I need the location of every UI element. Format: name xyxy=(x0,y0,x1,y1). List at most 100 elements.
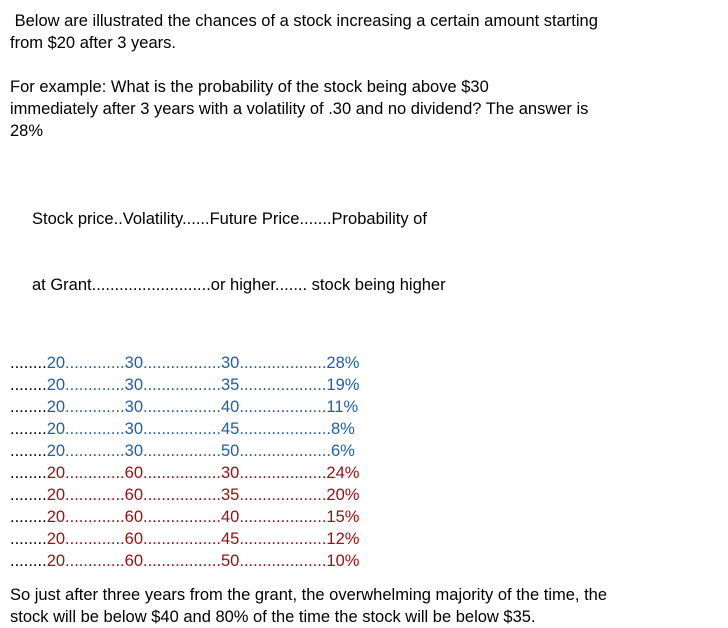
volatility-cell: 30 xyxy=(124,376,144,394)
stock-price-cell: 20 xyxy=(46,508,66,526)
intro-line-2: from $20 after 3 years. xyxy=(10,34,176,52)
probability-cell: 15% xyxy=(326,508,360,526)
intro-line-1: Below are illustrated the chances of a s… xyxy=(10,12,598,30)
table-row: ........20.............60...............… xyxy=(10,528,722,550)
row-separator-dots: ................... xyxy=(239,530,327,548)
probability-cell: 10% xyxy=(326,552,360,570)
row-separator-dots: ............. xyxy=(65,376,125,394)
row-separator-dots: ................. xyxy=(143,464,221,482)
row-leader-dots: ........ xyxy=(10,464,47,482)
row-separator-dots: ............. xyxy=(65,508,125,526)
row-leader-dots: ........ xyxy=(10,442,47,460)
volatility-cell: 60 xyxy=(124,552,144,570)
future-price-cell: 45 xyxy=(220,530,240,548)
row-leader-dots: ........ xyxy=(10,486,47,504)
table-header: Stock price..Volatility......Future Pric… xyxy=(32,164,722,340)
volatility-cell: 30 xyxy=(124,420,144,438)
stock-price-cell: 20 xyxy=(46,354,66,372)
row-separator-dots: ................... xyxy=(239,508,327,526)
row-separator-dots: ................. xyxy=(143,398,221,416)
future-price-cell: 50 xyxy=(220,552,240,570)
probability-cell: 12% xyxy=(326,530,360,548)
stock-price-cell: 20 xyxy=(46,552,66,570)
probability-cell: 24% xyxy=(326,464,360,482)
example-line-2: immediately after 3 years with a volatil… xyxy=(10,100,589,118)
table-row: ........20.............60...............… xyxy=(10,506,722,528)
volatility-cell: 30 xyxy=(124,354,144,372)
stock-price-cell: 20 xyxy=(46,442,66,460)
future-price-cell: 30 xyxy=(220,464,240,482)
volatility-cell: 30 xyxy=(124,398,144,416)
stock-price-cell: 20 xyxy=(46,398,66,416)
probability-cell: 28% xyxy=(326,354,360,372)
table-header-line-2: at Grant..........................or hig… xyxy=(32,276,446,294)
volatility-cell: 30 xyxy=(124,442,144,460)
slide-content: Below are illustrated the chances of a s… xyxy=(10,10,722,628)
stock-price-cell: 20 xyxy=(46,486,66,504)
intro-paragraph: Below are illustrated the chances of a s… xyxy=(10,10,722,54)
table-row: ........20.............30...............… xyxy=(10,418,722,440)
future-price-cell: 40 xyxy=(220,398,240,416)
row-leader-dots: ........ xyxy=(10,420,47,438)
row-separator-dots: ................. xyxy=(143,530,221,548)
volatility-cell: 60 xyxy=(124,530,144,548)
future-price-cell: 40 xyxy=(220,508,240,526)
row-separator-dots: ............. xyxy=(65,486,125,504)
probability-cell: 6% xyxy=(331,442,355,460)
row-leader-dots: ........ xyxy=(10,376,47,394)
closing-line-1: So just after three years from the grant… xyxy=(10,586,608,604)
row-separator-dots: ................... xyxy=(239,354,327,372)
row-separator-dots: ............. xyxy=(65,398,125,416)
row-separator-dots: ................. xyxy=(143,376,221,394)
example-line-3: 28% xyxy=(10,122,44,140)
volatility-cell: 60 xyxy=(124,486,144,504)
row-separator-dots: ............. xyxy=(65,464,125,482)
row-separator-dots: ................... xyxy=(239,464,327,482)
table-row: ........20.............30...............… xyxy=(10,396,722,418)
example-paragraph: For example: What is the probability of … xyxy=(10,76,722,142)
table-header-line-1: Stock price..Volatility......Future Pric… xyxy=(32,210,427,228)
row-leader-dots: ........ xyxy=(10,398,47,416)
closing-paragraph: So just after three years from the grant… xyxy=(10,584,722,628)
table-row: ........20.............30...............… xyxy=(10,440,722,462)
row-separator-dots: ............. xyxy=(65,552,125,570)
stock-price-cell: 20 xyxy=(46,420,66,438)
row-leader-dots: ........ xyxy=(10,508,47,526)
row-separator-dots: ................. xyxy=(143,552,221,570)
volatility-cell: 60 xyxy=(124,464,144,482)
stock-price-cell: 20 xyxy=(46,376,66,394)
example-line-1: For example: What is the probability of … xyxy=(10,78,489,96)
row-separator-dots: ............. xyxy=(65,442,125,460)
stock-price-cell: 20 xyxy=(46,530,66,548)
row-leader-dots: ........ xyxy=(10,354,47,372)
future-price-cell: 50 xyxy=(220,442,240,460)
spacer xyxy=(10,54,722,76)
row-separator-dots: ................. xyxy=(143,486,221,504)
closing-line-2: stock will be below $40 and 80% of the t… xyxy=(10,608,536,626)
table-row: ........20.............60...............… xyxy=(10,484,722,506)
row-separator-dots: ................. xyxy=(143,420,221,438)
row-separator-dots: ............. xyxy=(65,420,125,438)
row-separator-dots: ................... xyxy=(239,552,327,570)
row-separator-dots: .................... xyxy=(239,442,331,460)
table-row: ........20.............60...............… xyxy=(10,462,722,484)
table-row: ........20.............30...............… xyxy=(10,352,722,374)
table-row: ........20.............30...............… xyxy=(10,374,722,396)
probability-cell: 11% xyxy=(326,398,359,416)
probability-cell: 20% xyxy=(326,486,360,504)
row-leader-dots: ........ xyxy=(10,530,47,548)
stock-price-cell: 20 xyxy=(46,464,66,482)
row-separator-dots: ............. xyxy=(65,354,125,372)
row-separator-dots: ................... xyxy=(239,376,327,394)
probability-cell: 8% xyxy=(331,420,355,438)
row-separator-dots: ................. xyxy=(143,442,221,460)
row-separator-dots: ............. xyxy=(65,530,125,548)
future-price-cell: 35 xyxy=(220,376,240,394)
row-separator-dots: ................. xyxy=(143,508,221,526)
row-separator-dots: ................... xyxy=(239,398,327,416)
row-separator-dots: .................... xyxy=(239,420,331,438)
table-row: ........20.............60...............… xyxy=(10,550,722,572)
spacer xyxy=(10,142,722,164)
probability-table: ........20.............30...............… xyxy=(10,352,722,572)
row-separator-dots: ................... xyxy=(239,486,327,504)
